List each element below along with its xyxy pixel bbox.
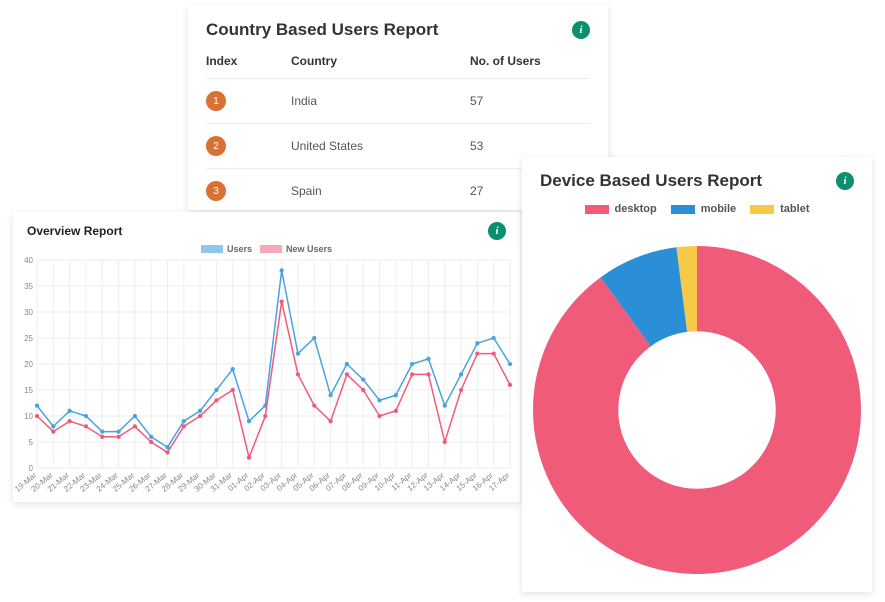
index-badge: 3 (206, 181, 226, 201)
svg-text:10: 10 (24, 412, 33, 421)
overview-report-card: Overview Report i Users New Users 051015… (13, 212, 520, 502)
info-icon[interactable]: i (488, 222, 506, 240)
legend-item-mobile[interactable]: mobile (671, 203, 736, 215)
cell-country: United States (291, 139, 470, 153)
info-icon[interactable]: i (572, 21, 590, 39)
svg-text:30: 30 (24, 308, 33, 317)
cell-country: Spain (291, 184, 470, 198)
info-icon[interactable]: i (836, 172, 854, 190)
line-chart: 051015202530354019-Mar20-Mar21-Mar22-Mar… (13, 256, 520, 504)
legend-label: New Users (286, 244, 332, 254)
legend-item-desktop[interactable]: desktop (585, 203, 657, 215)
cell-users: 53 (470, 139, 590, 153)
table-row: 1 India57 (206, 78, 590, 123)
card-header: Country Based Users Report i (188, 6, 608, 50)
col-country: Country (291, 54, 470, 68)
cell-country: India (291, 94, 470, 108)
overview-card-title: Overview Report (27, 224, 122, 238)
card-header: Overview Report i (13, 212, 520, 244)
legend-label: desktop (615, 203, 657, 215)
index-badge: 1 (206, 91, 226, 111)
svg-text:15: 15 (24, 386, 33, 395)
svg-text:35: 35 (24, 282, 33, 291)
table-header-row: Index Country No. of Users (206, 50, 590, 78)
legend-item-new-users[interactable]: New Users (260, 244, 332, 254)
legend-label: tablet (780, 203, 809, 215)
legend-item-tablet[interactable]: tablet (750, 203, 809, 215)
col-index: Index (206, 54, 291, 68)
device-report-card: Device Based Users Report i desktop mobi… (522, 157, 872, 592)
card-header: Device Based Users Report i (522, 157, 872, 201)
svg-text:20: 20 (24, 360, 33, 369)
legend-label: mobile (701, 203, 736, 215)
line-legend: Users New Users (13, 244, 520, 254)
col-users: No. of Users (470, 54, 590, 68)
svg-text:5: 5 (29, 438, 34, 447)
index-badge: 2 (206, 136, 226, 156)
legend-label: Users (227, 244, 252, 254)
donut-chart (522, 221, 872, 591)
svg-text:40: 40 (24, 256, 33, 265)
country-card-title: Country Based Users Report (206, 20, 438, 40)
svg-text:25: 25 (24, 334, 33, 343)
device-card-title: Device Based Users Report (540, 171, 762, 191)
donut-legend: desktop mobile tablet (522, 203, 872, 215)
legend-item-users[interactable]: Users (201, 244, 252, 254)
cell-users: 57 (470, 94, 590, 108)
